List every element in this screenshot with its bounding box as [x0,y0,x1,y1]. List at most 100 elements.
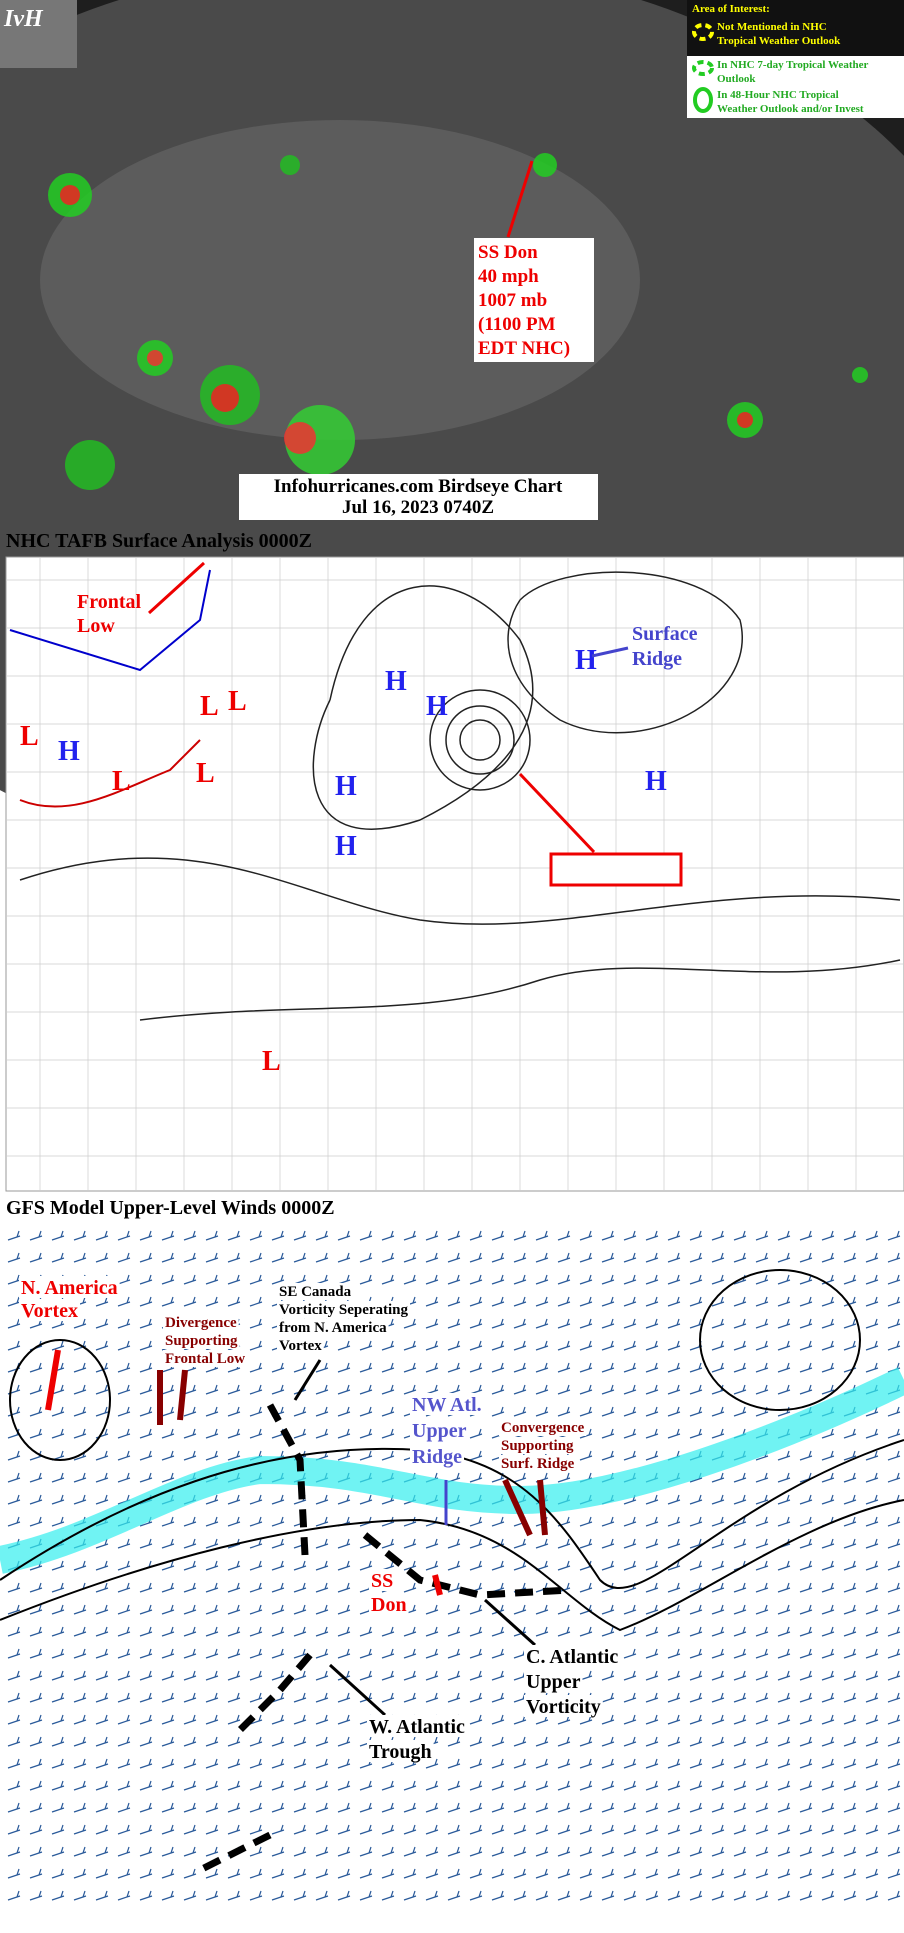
barb [667,1274,681,1285]
barb [711,1494,725,1505]
barb [733,1670,747,1681]
barb [315,1384,329,1395]
barb [117,1582,131,1593]
barb [865,1802,879,1813]
barb [205,1626,219,1637]
barb [161,1626,175,1637]
barb [73,1406,87,1417]
barb [227,1692,241,1703]
barb [557,1736,571,1747]
barb [799,1230,813,1241]
barb [755,1670,769,1681]
barb [513,1802,527,1813]
barb [821,1494,835,1505]
barb [425,1626,439,1637]
barb [865,1296,879,1307]
barb [887,1428,901,1439]
barb [535,1890,549,1901]
barb [73,1318,87,1329]
barb [227,1252,241,1263]
barb [315,1780,329,1791]
barb [755,1384,769,1395]
barb [777,1736,791,1747]
barb [689,1824,703,1835]
barb [887,1692,901,1703]
barb [689,1648,703,1659]
barb [469,1670,483,1681]
barb [821,1626,835,1637]
arrow [147,561,206,615]
barb [293,1824,307,1835]
barb [667,1362,681,1373]
barb [337,1824,351,1835]
barb [381,1362,395,1373]
barb [887,1758,901,1769]
panel-title: GFS Model Upper-Level Winds 0000Z [6,1197,335,1219]
label-bg [277,1319,389,1336]
barb [843,1252,857,1263]
barb [535,1252,549,1263]
barb [755,1252,769,1263]
barb [755,1824,769,1835]
annotation: Upper [412,1420,467,1442]
barb [711,1318,725,1329]
barb [579,1582,593,1593]
barb [777,1868,791,1879]
barb [733,1692,747,1703]
barb [337,1692,351,1703]
barb [821,1846,835,1857]
barb [645,1648,659,1659]
barb [447,1736,461,1747]
barb [315,1494,329,1505]
barb [293,1758,307,1769]
barb [799,1824,813,1835]
barb [777,1670,791,1681]
barb [469,1538,483,1549]
barb [117,1428,131,1439]
barb [29,1626,43,1637]
barb [293,1604,307,1615]
barb [645,1626,659,1637]
barb [469,1802,483,1813]
barb [183,1890,197,1901]
barb [381,1846,395,1857]
barb [711,1406,725,1417]
legend-label: Weather Outlook and/or Invest [717,103,864,115]
barb [689,1406,703,1417]
barb [359,1692,373,1703]
barb [755,1868,769,1879]
barb [689,1582,703,1593]
barb [711,1538,725,1549]
barb [425,1890,439,1901]
annotation: Vortex [21,1300,78,1322]
barb [359,1670,373,1681]
barb [821,1274,835,1285]
barb [865,1274,879,1285]
barb [799,1582,813,1593]
barb [667,1604,681,1615]
barb [271,1648,285,1659]
barb [227,1516,241,1527]
logo: IvH [3,6,44,32]
barb [887,1868,901,1879]
barb [513,1252,527,1263]
barb [865,1868,879,1879]
barb [337,1890,351,1901]
barb [425,1230,439,1241]
barb [337,1802,351,1813]
barb [29,1252,43,1263]
barb [293,1428,307,1439]
barb [887,1802,901,1813]
barb [645,1560,659,1571]
barb [271,1384,285,1395]
barb [425,1758,439,1769]
barb [843,1274,857,1285]
barb [513,1318,527,1329]
label-bg [277,1301,411,1318]
barb [821,1780,835,1791]
barb [183,1626,197,1637]
barb [843,1714,857,1725]
barb [7,1736,21,1747]
barb [535,1604,549,1615]
